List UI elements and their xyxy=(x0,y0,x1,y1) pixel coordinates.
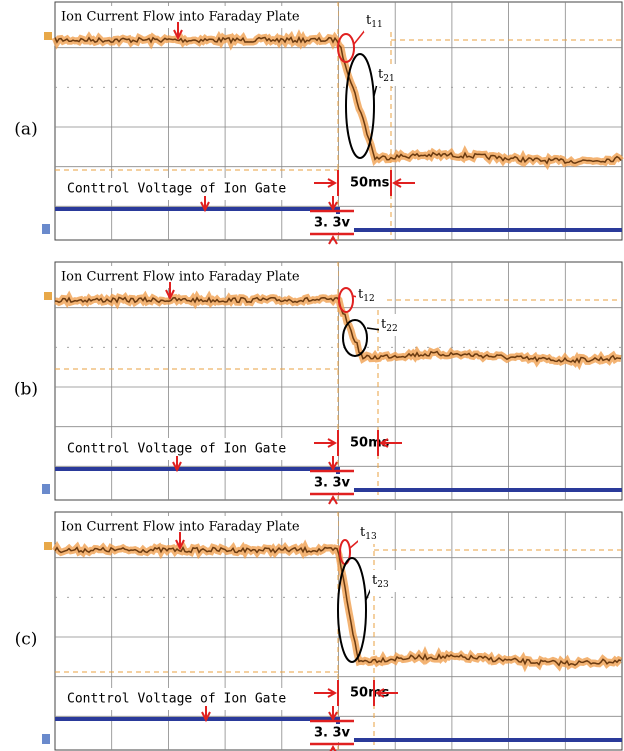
time-label-sub: 22 xyxy=(386,324,397,334)
channel-marker xyxy=(42,224,50,234)
gate-label: Conttrol Voltage of Ion Gate xyxy=(67,182,286,197)
gate-label: Conttrol Voltage of Ion Gate xyxy=(67,692,286,707)
time-label-sub: 23 xyxy=(377,580,389,590)
trace-title: Ion Current Flow into Faraday Plate xyxy=(61,270,300,285)
duration-label: 50ms xyxy=(350,176,390,191)
voltage-label: 3. 3v xyxy=(314,476,351,491)
voltage-label: 3. 3v xyxy=(314,726,351,741)
channel-marker xyxy=(42,484,50,494)
panel-label: (c) xyxy=(15,630,38,650)
time-label-sub: 11 xyxy=(371,20,382,30)
panel: (c)Ion Current Flow into Faraday PlateCo… xyxy=(15,512,622,751)
voltage-label: 3. 3v xyxy=(314,216,351,231)
figure: (a) Ion Current Flow into Faraday Plate Co… xyxy=(0,0,624,751)
panel-label: (a) xyxy=(14,120,37,140)
panel: (b) Ion Current Flow into Faraday Plate Co… xyxy=(14,262,622,504)
channel-marker xyxy=(44,32,52,40)
time-label-sub: 12 xyxy=(363,294,374,304)
time-label-sub: 13 xyxy=(365,532,377,542)
trace-title: Ion Current Flow into Faraday Plate xyxy=(61,10,300,25)
time-label-sub: 21 xyxy=(383,74,394,84)
channel-marker xyxy=(44,292,52,300)
panel: (a) Ion Current Flow into Faraday Plate Co… xyxy=(14,2,622,244)
channel-marker xyxy=(42,734,50,744)
channel-marker xyxy=(44,542,52,550)
panel-label: (b) xyxy=(14,380,38,400)
gate-label: Conttrol Voltage of Ion Gate xyxy=(67,442,286,457)
